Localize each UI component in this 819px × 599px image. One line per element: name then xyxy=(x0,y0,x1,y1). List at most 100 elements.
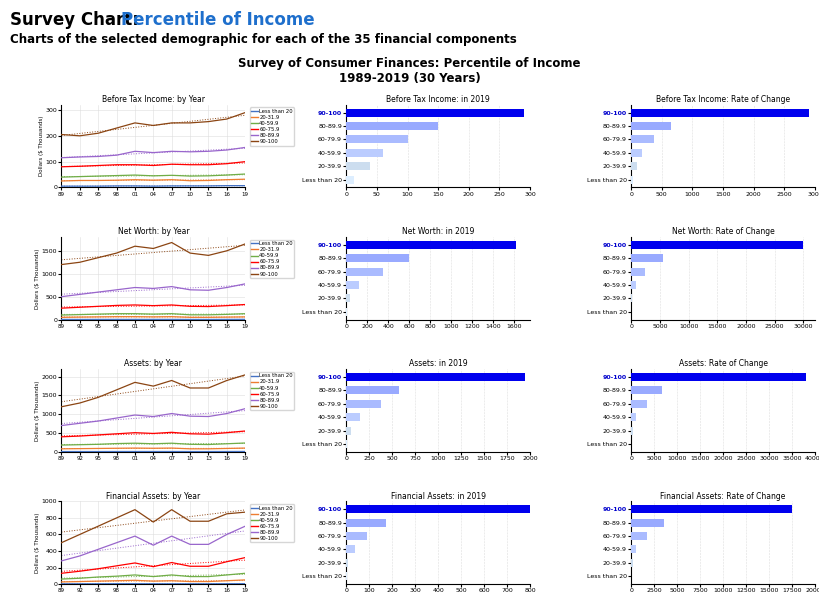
Title: Financial Assets: in 2019: Financial Assets: in 2019 xyxy=(391,492,486,501)
80-89.9 xyxy=(185,148,195,155)
20-31.9 xyxy=(240,576,250,583)
40-59.9 xyxy=(93,310,103,317)
40-59.9 xyxy=(185,173,195,180)
Less than 20 xyxy=(240,316,250,323)
20-31.9 xyxy=(185,314,195,321)
40-59.9 xyxy=(57,441,66,449)
Less than 20 xyxy=(75,448,84,455)
40-59.9 xyxy=(75,173,84,180)
60-75.9 xyxy=(167,429,177,436)
20-31.9 xyxy=(185,578,195,585)
20-31.9 xyxy=(222,313,232,320)
40-59.9 xyxy=(222,571,232,579)
Bar xyxy=(631,176,632,184)
80-89.9 xyxy=(148,413,158,420)
20-31.9 xyxy=(240,444,250,452)
60-75.9 xyxy=(240,554,250,561)
Less than 20 xyxy=(204,182,214,189)
20-31.9 xyxy=(167,444,177,452)
Bar xyxy=(346,386,399,394)
90-100 xyxy=(93,522,103,530)
90-100 xyxy=(57,261,66,268)
60-75.9 xyxy=(204,562,214,570)
Y-axis label: Dollars ($ Thousands): Dollars ($ Thousands) xyxy=(39,116,44,176)
Title: Financial Assets: by Year: Financial Assets: by Year xyxy=(106,492,201,501)
Title: Net Worth: by Year: Net Worth: by Year xyxy=(117,227,189,236)
20-31.9 xyxy=(204,314,214,321)
60-75.9 xyxy=(148,302,158,309)
80-89.9 xyxy=(75,153,84,161)
Less than 20 xyxy=(222,580,232,587)
40-59.9 xyxy=(148,573,158,580)
80-89.9 xyxy=(185,286,195,294)
Less than 20 xyxy=(130,448,140,455)
Y-axis label: Dollars ($ Thousands): Dollars ($ Thousands) xyxy=(35,248,40,308)
90-100 xyxy=(130,379,140,386)
90-100 xyxy=(185,385,195,392)
20-31.9 xyxy=(93,577,103,585)
60-75.9 xyxy=(167,161,177,168)
60-75.9 xyxy=(222,558,232,565)
60-75.9 xyxy=(111,302,121,309)
20-31.9 xyxy=(167,577,177,584)
Less than 20 xyxy=(130,580,140,587)
Bar xyxy=(346,559,348,567)
80-89.9 xyxy=(148,149,158,156)
Bar xyxy=(346,149,383,157)
90-100 xyxy=(185,250,195,257)
20-31.9 xyxy=(240,313,250,320)
40-59.9 xyxy=(111,573,121,580)
80-89.9 xyxy=(222,146,232,153)
90-100 xyxy=(130,119,140,126)
60-75.9 xyxy=(204,161,214,168)
Text: Charts of the selected demographic for each of the 35 financial components: Charts of the selected demographic for e… xyxy=(10,33,517,46)
40-59.9 xyxy=(111,310,121,317)
Legend: Less than 20, 20-31.9, 40-59.9, 60-75.9, 80-89.9, 90-100: Less than 20, 20-31.9, 40-59.9, 60-75.9,… xyxy=(250,240,294,278)
Bar xyxy=(631,386,663,394)
80-89.9 xyxy=(93,289,103,296)
Bar xyxy=(631,400,647,408)
Line: 60-75.9: 60-75.9 xyxy=(61,304,245,308)
Less than 20 xyxy=(167,448,177,455)
20-31.9 xyxy=(57,314,66,321)
90-100 xyxy=(240,109,250,116)
60-75.9 xyxy=(75,163,84,170)
Bar xyxy=(631,546,636,553)
90-100 xyxy=(240,371,250,379)
90-100 xyxy=(111,515,121,522)
40-59.9 xyxy=(93,173,103,180)
Bar xyxy=(346,426,351,435)
90-100 xyxy=(148,122,158,129)
Title: Assets: by Year: Assets: by Year xyxy=(124,359,183,368)
80-89.9 xyxy=(167,148,177,155)
Less than 20 xyxy=(111,448,121,455)
Line: 60-75.9: 60-75.9 xyxy=(61,431,245,437)
Less than 20 xyxy=(240,448,250,455)
Less than 20 xyxy=(75,580,84,588)
Bar xyxy=(631,413,636,421)
60-75.9 xyxy=(93,162,103,169)
80-89.9 xyxy=(57,293,66,300)
40-59.9 xyxy=(204,311,214,319)
Less than 20 xyxy=(111,316,121,323)
20-31.9 xyxy=(148,313,158,320)
Less than 20 xyxy=(93,316,103,323)
90-100 xyxy=(93,394,103,401)
90-100 xyxy=(240,509,250,516)
40-59.9 xyxy=(185,573,195,580)
Less than 20 xyxy=(111,182,121,189)
90-100 xyxy=(111,386,121,394)
40-59.9 xyxy=(75,441,84,448)
40-59.9 xyxy=(75,574,84,582)
Line: 40-59.9: 40-59.9 xyxy=(61,174,245,177)
90-100 xyxy=(148,245,158,252)
40-59.9 xyxy=(167,310,177,317)
Bar xyxy=(631,149,642,157)
90-100 xyxy=(75,400,84,407)
80-89.9 xyxy=(75,291,84,298)
60-75.9 xyxy=(204,431,214,438)
Bar xyxy=(346,122,438,130)
Line: 40-59.9: 40-59.9 xyxy=(61,314,245,315)
80-89.9 xyxy=(75,552,84,559)
90-100 xyxy=(222,247,232,255)
